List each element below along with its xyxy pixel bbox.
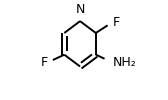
Text: F: F [40, 56, 48, 69]
Text: NH₂: NH₂ [113, 56, 136, 69]
Text: N: N [75, 3, 85, 16]
Text: F: F [113, 16, 120, 29]
